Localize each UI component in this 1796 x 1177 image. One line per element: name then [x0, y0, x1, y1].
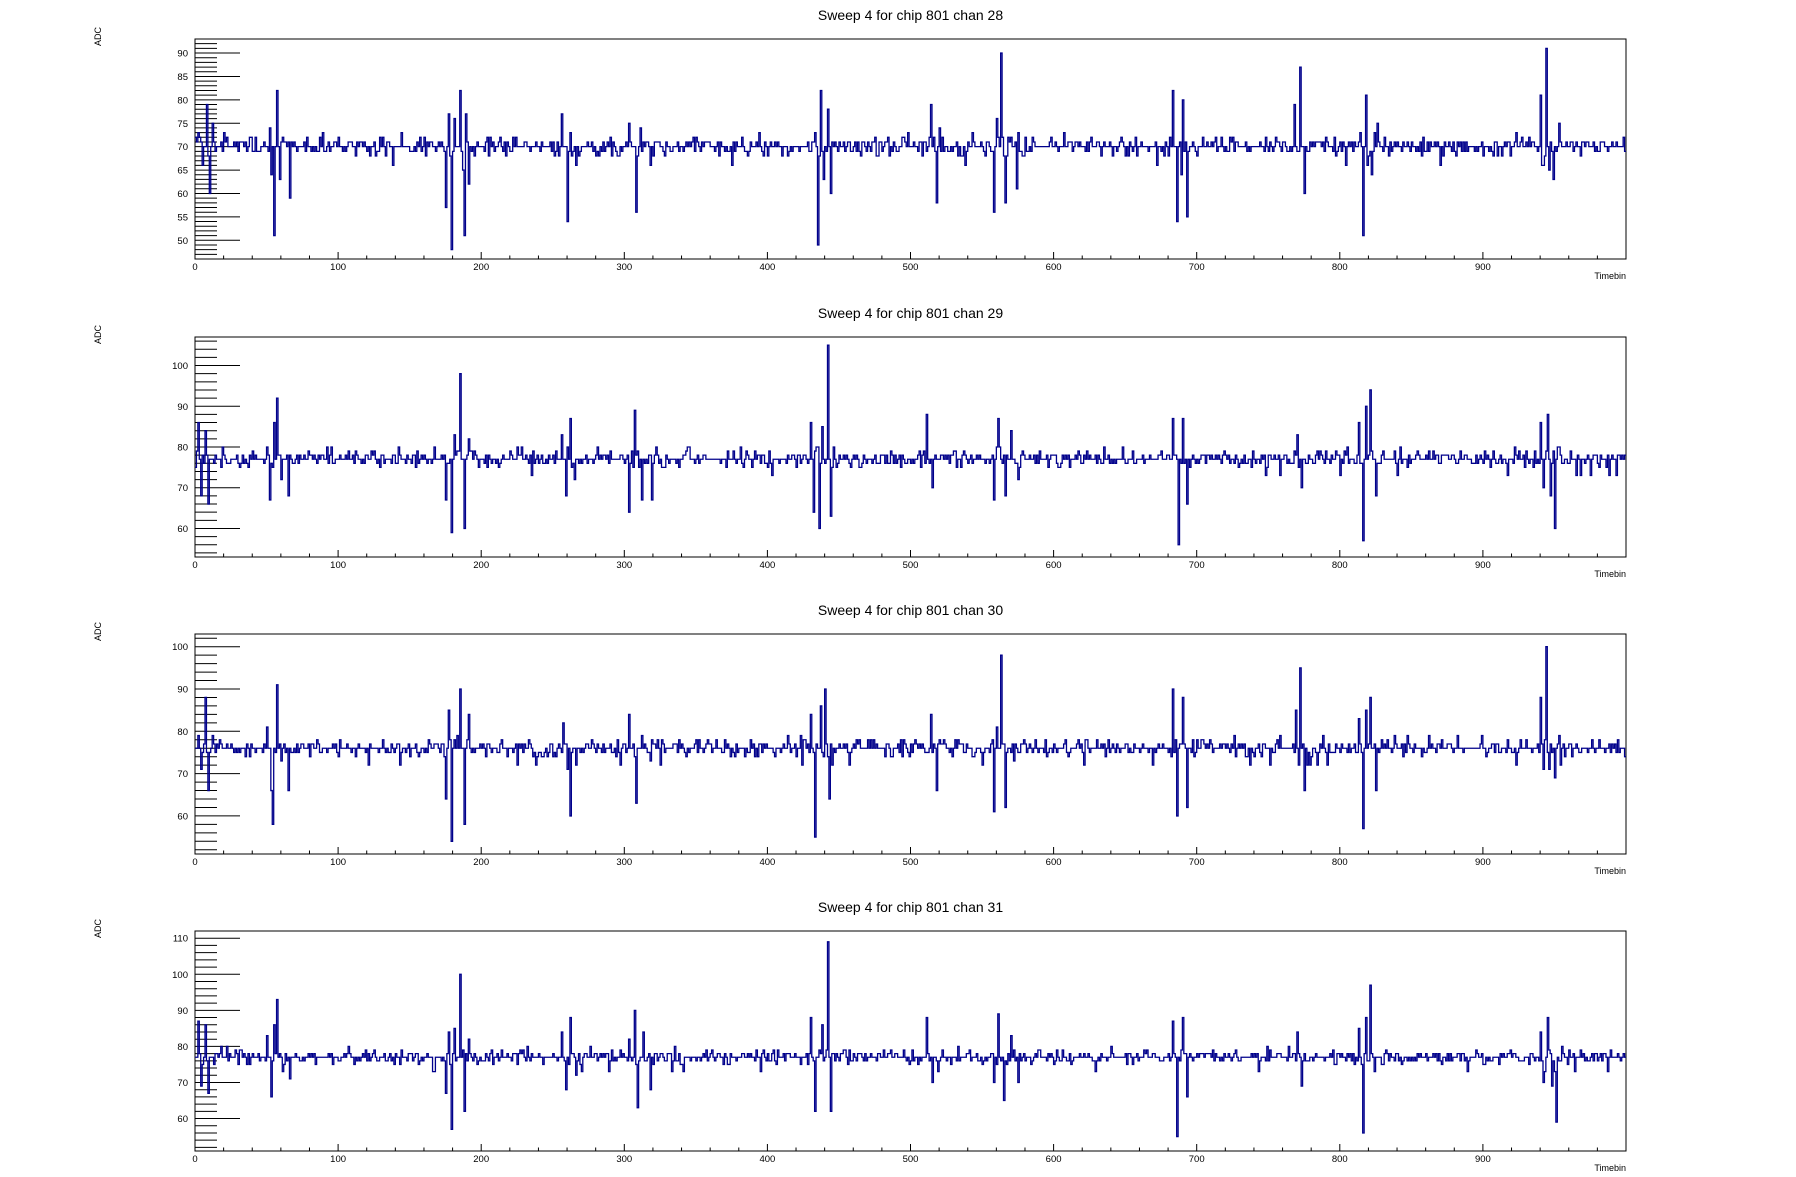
- x-tick-label: 500: [903, 560, 919, 571]
- y-tick-label: 100: [172, 361, 188, 372]
- y-tick-label: 60: [177, 811, 188, 822]
- y-tick-label: 70: [177, 769, 188, 780]
- y-tick-label: 85: [177, 72, 188, 83]
- x-tick-label: 300: [616, 1154, 632, 1165]
- y-tick-label: 80: [177, 727, 188, 738]
- x-tick-label: 0: [192, 1154, 197, 1165]
- chart-title: Sweep 4 for chip 801 chan 29: [818, 305, 1003, 321]
- chart-panel-2: Sweep 4 for chip 801 chan 30 ADC Timebin 0 1…: [93, 602, 1627, 876]
- adc-trace: [195, 646, 1626, 842]
- chart-panel-1: Sweep 4 for chip 801 chan 29 ADC Timebin 0 1…: [93, 305, 1627, 579]
- y-tick-label: 80: [177, 95, 188, 106]
- x-tick-label: 100: [330, 262, 346, 273]
- x-tick-label: 500: [903, 262, 919, 273]
- x-tick-label: 900: [1475, 1154, 1491, 1165]
- chart-title: Sweep 4 for chip 801 chan 31: [818, 899, 1003, 915]
- x-tick-label: 700: [1189, 857, 1205, 868]
- x-tick-label: 900: [1475, 262, 1491, 273]
- y-tick-label: 55: [177, 212, 188, 223]
- x-tick-label: 600: [1046, 262, 1062, 273]
- adc-trace: [195, 941, 1626, 1138]
- x-tick-label: 200: [473, 857, 489, 868]
- x-tick-label: 700: [1189, 1154, 1205, 1165]
- x-tick-label: 400: [759, 560, 775, 571]
- chart-title: Sweep 4 for chip 801 chan 30: [818, 602, 1003, 618]
- x-tick-label: 200: [473, 560, 489, 571]
- plot-frame: [194, 930, 1627, 1152]
- x-tick-label: 0: [192, 262, 197, 273]
- x-axis-label: Timebin: [1594, 569, 1626, 579]
- y-axis-label: ADC: [93, 27, 103, 47]
- y-tick-label: 100: [172, 642, 188, 653]
- x-tick-label: 600: [1046, 1154, 1062, 1165]
- y-axis-label: ADC: [93, 622, 103, 642]
- y-tick-label: 80: [177, 1042, 188, 1053]
- y-tick-label: 90: [177, 402, 188, 413]
- x-tick-label: 600: [1046, 857, 1062, 868]
- y-axis-label: ADC: [93, 325, 103, 345]
- x-tick-label: 400: [759, 857, 775, 868]
- x-tick-label: 800: [1332, 857, 1348, 868]
- x-tick-label: 600: [1046, 560, 1062, 571]
- x-axis-label: Timebin: [1594, 866, 1626, 876]
- x-tick-label: 400: [759, 1154, 775, 1165]
- x-tick-label: 900: [1475, 857, 1491, 868]
- x-axis-label: Timebin: [1594, 271, 1626, 281]
- y-tick-label: 60: [177, 1114, 188, 1125]
- y-axis-label: ADC: [93, 919, 103, 939]
- adc-trace: [195, 344, 1626, 546]
- y-tick-label: 90: [177, 685, 188, 696]
- chart-panel-3: Sweep 4 for chip 801 chan 31 ADC Timebin 0 1…: [93, 899, 1627, 1173]
- y-tick-label: 110: [173, 934, 188, 945]
- y-tick-label: 90: [177, 1006, 188, 1017]
- plot-frame: [194, 336, 1627, 558]
- x-tick-label: 200: [473, 1154, 489, 1165]
- x-tick-label: 300: [616, 262, 632, 273]
- adc-trace: [195, 47, 1626, 251]
- x-tick-label: 0: [192, 857, 197, 868]
- y-tick-label: 60: [177, 524, 188, 535]
- x-tick-label: 200: [473, 262, 489, 273]
- x-tick-label: 100: [330, 560, 346, 571]
- y-tick-label: 90: [177, 49, 188, 60]
- x-tick-label: 100: [330, 1154, 346, 1165]
- x-tick-label: 400: [759, 262, 775, 273]
- chart-title: Sweep 4 for chip 801 chan 28: [818, 7, 1003, 23]
- x-tick-label: 700: [1189, 262, 1205, 273]
- y-tick-label: 70: [177, 483, 188, 494]
- x-tick-label: 100: [330, 857, 346, 868]
- y-tick-label: 75: [177, 119, 188, 130]
- y-tick-label: 100: [172, 970, 188, 981]
- y-tick-label: 80: [177, 443, 188, 454]
- y-tick-label: 70: [177, 142, 188, 153]
- x-tick-label: 700: [1189, 560, 1205, 571]
- x-tick-label: 500: [903, 857, 919, 868]
- x-tick-label: 900: [1475, 560, 1491, 571]
- x-tick-label: 300: [616, 560, 632, 571]
- x-tick-label: 0: [192, 560, 197, 571]
- y-tick-label: 60: [177, 189, 188, 200]
- y-tick-label: 50: [177, 236, 188, 247]
- y-tick-label: 70: [177, 1078, 188, 1089]
- x-tick-label: 500: [903, 1154, 919, 1165]
- x-axis-label: Timebin: [1594, 1163, 1626, 1172]
- x-tick-label: 800: [1332, 560, 1348, 571]
- chart-panel-0: Sweep 4 for chip 801 chan 28 ADC Timebin 0 1…: [93, 7, 1627, 281]
- y-tick-label: 65: [177, 166, 188, 177]
- x-tick-label: 800: [1332, 262, 1348, 273]
- x-tick-label: 800: [1332, 1154, 1348, 1165]
- x-tick-label: 300: [616, 857, 632, 868]
